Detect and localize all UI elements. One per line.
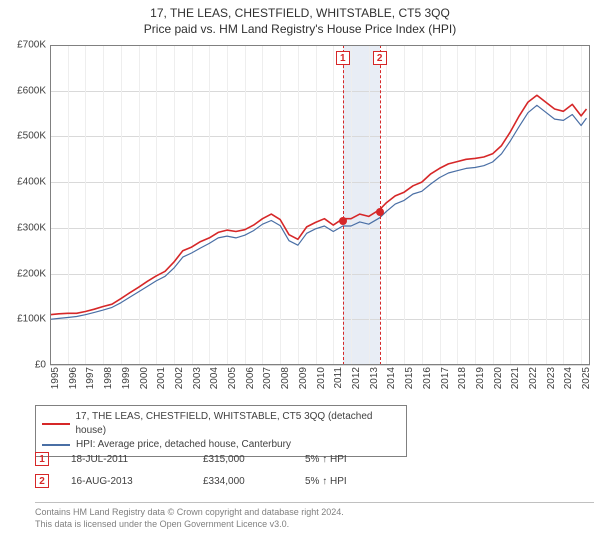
xtick-label: 2019 [475,367,486,389]
xtick-label: 2024 [563,367,574,389]
xtick-label: 2021 [510,367,521,389]
xtick-label: 1996 [68,367,79,389]
xtick-label: 2016 [422,367,433,389]
chart-title-line1: 17, THE LEAS, CHESTFIELD, WHITSTABLE, CT… [0,6,600,20]
plot-border [50,45,590,365]
ytick-label: £0 [35,360,46,371]
ytick-label: £700K [17,40,46,51]
xtick-label: 2012 [351,367,362,389]
transaction-badge: 1 [35,452,49,466]
xtick-label: 1995 [50,367,61,389]
transaction-date: 18-JUL-2011 [71,454,181,465]
xtick-label: 2022 [528,367,539,389]
xtick-label: 2003 [192,367,203,389]
transaction-badge: 2 [35,474,49,488]
legend-item: 17, THE LEAS, CHESTFIELD, WHITSTABLE, CT… [42,410,400,438]
transaction-delta: 5% ↑ HPI [305,476,375,487]
footer-line2: This data is licensed under the Open Gov… [35,519,594,529]
xtick-label: 2018 [457,367,468,389]
xtick-label: 1998 [103,367,114,389]
xtick-label: 1999 [121,367,132,389]
footer-line1: Contains HM Land Registry data © Crown c… [35,507,594,517]
xtick-label: 2004 [209,367,220,389]
xtick-label: 2008 [280,367,291,389]
xtick-label: 2009 [298,367,309,389]
xtick-label: 2007 [262,367,273,389]
xtick-label: 2014 [386,367,397,389]
xtick-label: 2025 [581,367,592,389]
legend-swatch [42,423,70,425]
transaction-date: 16-AUG-2013 [71,476,181,487]
xtick-label: 2020 [493,367,504,389]
transaction-row: 1 18-JUL-2011 £315,000 5% ↑ HPI [35,448,375,470]
transaction-price: £334,000 [203,476,283,487]
ytick-label: £300K [17,222,46,233]
footer-attribution: Contains HM Land Registry data © Crown c… [35,502,594,531]
xtick-label: 2000 [139,367,150,389]
chart-plot-area: £0£100K£200K£300K£400K£500K£600K£700K199… [50,45,590,365]
xtick-label: 2013 [369,367,380,389]
xtick-label: 2017 [440,367,451,389]
ytick-label: £400K [17,177,46,188]
xtick-label: 2002 [174,367,185,389]
xtick-label: 2023 [546,367,557,389]
transaction-price: £315,000 [203,454,283,465]
legend-swatch [42,444,70,446]
ytick-label: £600K [17,85,46,96]
legend-label: 17, THE LEAS, CHESTFIELD, WHITSTABLE, CT… [76,410,401,438]
transactions-table: 1 18-JUL-2011 £315,000 5% ↑ HPI 2 16-AUG-2013… [35,448,375,492]
ytick-label: £100K [17,314,46,325]
xtick-label: 2001 [156,367,167,389]
xtick-label: 2006 [245,367,256,389]
xtick-label: 2010 [316,367,327,389]
xtick-label: 2015 [404,367,415,389]
ytick-label: £500K [17,131,46,142]
xtick-label: 1997 [85,367,96,389]
transaction-delta: 5% ↑ HPI [305,454,375,465]
transaction-row: 2 16-AUG-2013 £334,000 5% ↑ HPI [35,470,375,492]
chart-title-line2: Price paid vs. HM Land Registry's House … [0,22,600,36]
ytick-label: £200K [17,268,46,279]
xtick-label: 2011 [333,367,344,389]
xtick-label: 2005 [227,367,238,389]
gridline-y [50,365,590,366]
